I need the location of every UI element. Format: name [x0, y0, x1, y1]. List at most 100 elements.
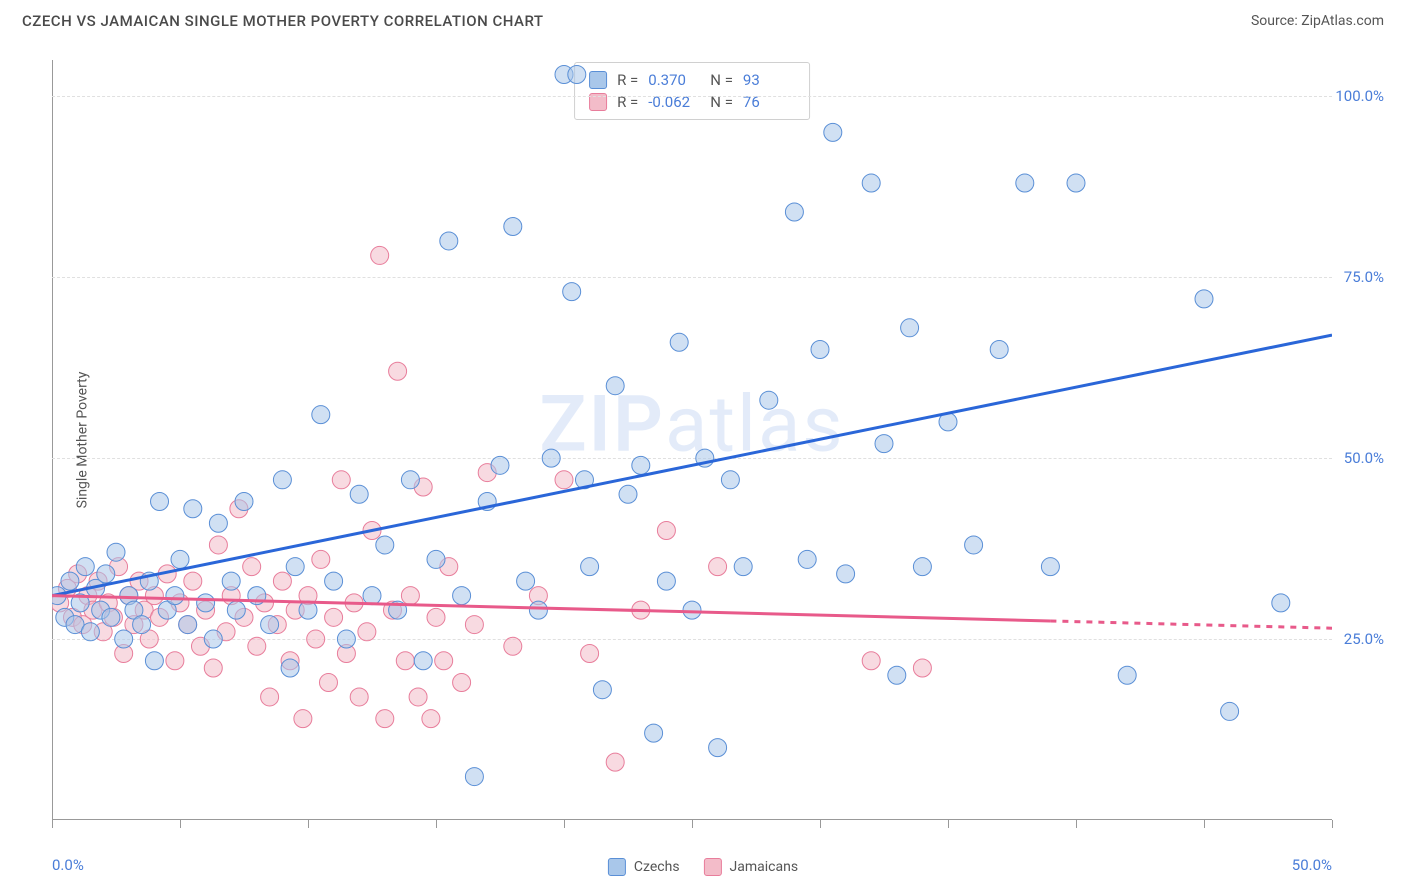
czech-point	[645, 724, 663, 742]
x-tick	[692, 820, 693, 828]
x-axis-min-label: 0.0%	[52, 856, 84, 874]
czech-point	[376, 536, 394, 554]
czech-point	[337, 630, 355, 648]
czech-point	[107, 543, 125, 561]
czech-point	[171, 550, 189, 568]
czech-point	[401, 471, 419, 489]
czech-point	[709, 739, 727, 757]
jamaican-point	[555, 471, 573, 489]
czech-point	[151, 493, 169, 511]
czech-point	[115, 630, 133, 648]
czech-point	[824, 123, 842, 141]
czech-point	[235, 493, 253, 511]
jamaican-point	[350, 688, 368, 706]
czech-point	[61, 572, 79, 590]
czech-point	[102, 608, 120, 626]
czech-point	[222, 572, 240, 590]
czech-point	[568, 65, 586, 83]
x-tick	[1076, 820, 1077, 828]
czech-point	[1016, 174, 1034, 192]
legend-label-jamaicans: Jamaicans	[730, 859, 799, 875]
czech-point	[657, 572, 675, 590]
czech-point	[440, 232, 458, 250]
series-legend: Czechs Jamaicans	[608, 858, 798, 876]
jamaican-point	[453, 673, 471, 691]
jamaican-point	[209, 536, 227, 554]
jamaican-point	[409, 688, 427, 706]
chart-area: Single Mother Poverty ZIPatlas R = 0.370…	[52, 60, 1372, 820]
czech-point	[133, 616, 151, 634]
czech-point	[76, 558, 94, 576]
y-tick-label: 50.0%	[1344, 449, 1384, 467]
x-tick	[1332, 820, 1333, 828]
jamaican-point	[319, 673, 337, 691]
czech-point	[721, 471, 739, 489]
czech-point	[209, 514, 227, 532]
czech-point	[990, 341, 1008, 359]
jamaican-point	[166, 652, 184, 670]
jamaican-point	[657, 521, 675, 539]
legend-item-jamaicans: Jamaicans	[704, 858, 799, 876]
legend-label-czechs: Czechs	[634, 859, 680, 875]
czech-point	[913, 558, 931, 576]
x-tick	[1204, 820, 1205, 828]
czech-point	[465, 768, 483, 786]
x-tick	[308, 820, 309, 828]
jamaican-point	[504, 637, 522, 655]
y-tick-label: 100.0%	[1335, 87, 1384, 105]
jamaican-point	[307, 630, 325, 648]
czech-point	[281, 659, 299, 677]
czech-point	[312, 406, 330, 424]
czech-point	[427, 550, 445, 568]
legend-swatch-czechs	[608, 858, 626, 876]
czech-point	[542, 449, 560, 467]
plot-region: ZIPatlas R = 0.370 N = 93 R = -0.062 N =…	[52, 60, 1332, 820]
czech-point	[1118, 666, 1136, 684]
chart-source: Source: ZipAtlas.com	[1251, 13, 1384, 29]
trendline	[1050, 621, 1332, 628]
czech-point	[1067, 174, 1085, 192]
jamaican-point	[312, 550, 330, 568]
jamaican-point	[389, 362, 407, 380]
trendline	[52, 335, 1332, 596]
czech-point	[1272, 594, 1290, 612]
jamaican-point	[422, 710, 440, 728]
x-tick	[436, 820, 437, 828]
czech-point	[619, 485, 637, 503]
czech-point	[862, 174, 880, 192]
y-tick-label: 25.0%	[1344, 630, 1384, 648]
czech-point	[1221, 702, 1239, 720]
czech-point	[363, 587, 381, 605]
czech-point	[197, 594, 215, 612]
czech-point	[286, 558, 304, 576]
jamaican-point	[248, 637, 266, 655]
jamaican-point	[427, 608, 445, 626]
czech-point	[453, 587, 471, 605]
czech-point	[1195, 290, 1213, 308]
czech-point	[325, 572, 343, 590]
chart-title: CZECH VS JAMAICAN SINGLE MOTHER POVERTY …	[22, 12, 544, 30]
jamaican-point	[862, 652, 880, 670]
jamaican-point	[376, 710, 394, 728]
czech-point	[166, 587, 184, 605]
y-tick-label: 75.0%	[1344, 268, 1384, 286]
czech-point	[683, 601, 701, 619]
czech-point	[837, 565, 855, 583]
jamaican-point	[401, 587, 419, 605]
jamaican-point	[204, 659, 222, 677]
czech-point	[785, 203, 803, 221]
czech-point	[811, 341, 829, 359]
czech-point	[632, 456, 650, 474]
x-axis-max-label: 50.0%	[1292, 856, 1332, 874]
jamaican-point	[261, 688, 279, 706]
jamaican-point	[273, 572, 291, 590]
czech-point	[798, 550, 816, 568]
legend-swatch-jamaicans	[704, 858, 722, 876]
czech-point	[504, 217, 522, 235]
czech-point	[888, 666, 906, 684]
czech-point	[227, 601, 245, 619]
jamaican-point	[709, 558, 727, 576]
jamaican-point	[294, 710, 312, 728]
x-tick	[564, 820, 565, 828]
czech-point	[184, 500, 202, 518]
